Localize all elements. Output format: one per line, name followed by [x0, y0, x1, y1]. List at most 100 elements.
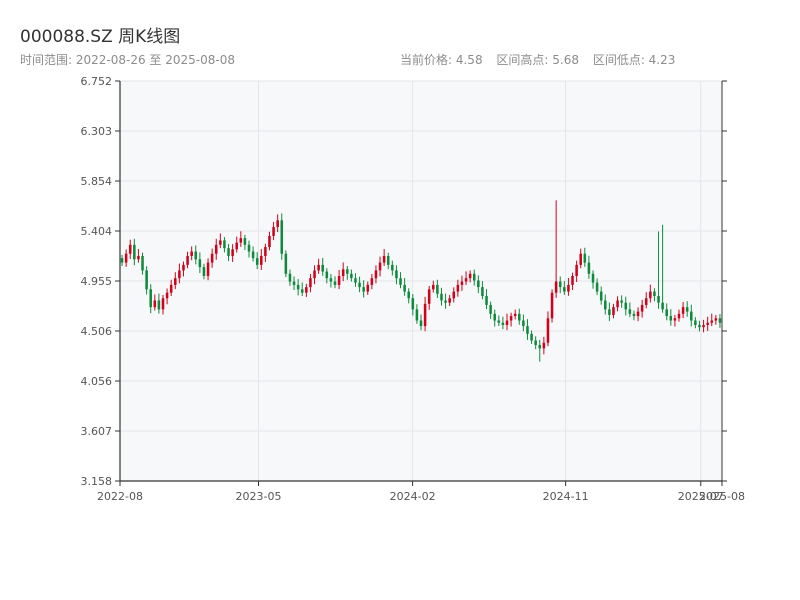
- candle-body: [698, 324, 701, 328]
- candle-body: [669, 316, 673, 321]
- candle-body: [485, 296, 488, 305]
- candle-body: [391, 264, 394, 271]
- candles: [120, 200, 722, 362]
- candle-body: [337, 275, 341, 285]
- candle-body: [710, 320, 714, 323]
- candle-body: [145, 270, 148, 290]
- y-tick-label: 4.955: [81, 275, 113, 288]
- candle-body: [505, 320, 509, 325]
- candle-body: [632, 313, 636, 317]
- candle-body: [542, 342, 546, 349]
- candle-body: [292, 281, 296, 285]
- candle-body: [436, 284, 439, 294]
- candle-body: [386, 255, 390, 265]
- candle-body: [567, 284, 570, 292]
- candle-body: [624, 302, 628, 310]
- y-tick-label: 4.056: [81, 375, 113, 388]
- y-tick-label: 5.404: [81, 225, 113, 238]
- candle-body: [124, 253, 128, 263]
- candle-body: [247, 244, 251, 252]
- candle-body: [558, 281, 562, 288]
- candle-body: [153, 300, 157, 308]
- candle-body: [616, 300, 619, 308]
- candle-body: [325, 271, 329, 279]
- current-price: 当前价格: 4.58: [400, 53, 483, 67]
- candle-body: [214, 244, 218, 254]
- candle-body: [685, 307, 689, 312]
- candle-body: [714, 318, 718, 321]
- candle-body: [272, 227, 275, 236]
- candle-body: [284, 253, 288, 274]
- candle-body: [362, 287, 365, 292]
- candle-body: [481, 287, 484, 297]
- candle-body: [210, 253, 214, 263]
- candle-body: [251, 251, 255, 259]
- candle-body: [493, 313, 496, 321]
- candle-body: [472, 273, 476, 281]
- candle-body: [444, 300, 447, 303]
- candle-body: [620, 300, 623, 303]
- candle-body: [677, 313, 681, 319]
- candle-body: [313, 270, 316, 279]
- x-tick-label: 2025-07: [678, 490, 724, 503]
- x-tick-label: 2024-02: [390, 490, 436, 503]
- candle-body: [583, 253, 587, 263]
- candle-body: [194, 251, 198, 260]
- candle-body: [346, 269, 349, 274]
- candle-body: [141, 255, 144, 271]
- candle-body: [268, 235, 271, 248]
- candle-body: [604, 300, 607, 310]
- x-tick-label: 2023-05: [236, 490, 282, 503]
- range-high: 区间高点: 5.68: [496, 53, 579, 67]
- candle-body: [452, 291, 456, 299]
- candle-body: [702, 324, 705, 328]
- candle-body: [223, 240, 226, 249]
- candle-body: [599, 291, 603, 301]
- candle-body: [628, 309, 632, 314]
- candle-body: [378, 262, 382, 271]
- y-tick-label: 6.752: [81, 75, 113, 88]
- candle-body: [165, 292, 169, 299]
- candle-body: [169, 284, 173, 293]
- candle-body: [231, 249, 234, 256]
- candle-body: [690, 311, 693, 321]
- candle-body: [354, 278, 357, 283]
- candle-body: [661, 302, 664, 310]
- candle-body: [575, 264, 578, 276]
- candle-body: [718, 318, 722, 323]
- candle-body: [317, 264, 320, 271]
- candle-body: [264, 247, 267, 256]
- candle-body: [706, 322, 709, 325]
- time-range: 时间范围: 2022-08-26 至 2025-08-08: [20, 53, 235, 67]
- candle-body: [161, 298, 165, 310]
- candle-body: [206, 262, 210, 276]
- candle-body: [501, 322, 505, 325]
- candle-body: [235, 242, 238, 250]
- candle-body: [182, 264, 185, 271]
- candle-body: [174, 278, 177, 285]
- candle-body: [280, 220, 284, 254]
- candle-body: [239, 238, 243, 243]
- candle-body: [538, 344, 542, 349]
- candle-body: [649, 291, 652, 299]
- candle-body: [128, 244, 132, 254]
- candle-body: [255, 258, 259, 265]
- candle-body: [227, 248, 230, 256]
- candle-body: [395, 270, 398, 279]
- candle-body: [260, 255, 263, 265]
- candle-body: [518, 313, 521, 321]
- candle-body: [513, 313, 517, 317]
- candle-body: [563, 287, 566, 292]
- candle-body: [157, 300, 161, 310]
- candle-body: [509, 316, 513, 321]
- candle-body: [464, 278, 468, 282]
- candle-body: [522, 320, 525, 327]
- candle-body: [190, 251, 193, 256]
- candle-body: [276, 220, 279, 228]
- range-low: 区间低点: 4.23: [592, 53, 676, 67]
- candle-body: [374, 270, 378, 279]
- candle-body: [554, 281, 558, 293]
- candle-body: [579, 253, 582, 265]
- candle-body: [133, 244, 136, 260]
